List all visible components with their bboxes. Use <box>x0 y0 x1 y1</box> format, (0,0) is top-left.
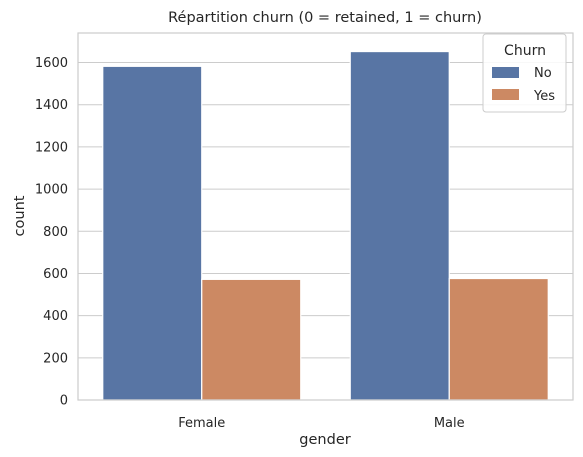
y-tick-label: 200 <box>43 351 68 366</box>
y-tick-label: 1000 <box>35 183 68 198</box>
y-tick-label: 0 <box>60 394 68 409</box>
bars <box>103 52 549 400</box>
y-tick-label: 1400 <box>35 98 68 113</box>
bar-female-yes <box>202 279 301 400</box>
x-axis-label: gender <box>299 432 350 448</box>
legend-swatch-yes <box>492 89 519 100</box>
legend-title: Churn <box>504 43 546 59</box>
legend-swatch-no <box>492 67 519 78</box>
chart-title: Répartition churn (0 = retained, 1 = chu… <box>168 10 482 26</box>
y-axis-label: count <box>12 195 28 236</box>
y-tick-label: 1200 <box>35 140 68 155</box>
x-tick-label: Male <box>434 416 465 431</box>
y-tick-label: 1600 <box>35 56 68 71</box>
bar-female-no <box>103 66 202 400</box>
y-tick-label: 400 <box>43 309 68 324</box>
legend: Churn No Yes <box>483 34 566 112</box>
y-tick-labels: 0 200 400 600 800 1000 1200 1400 1600 <box>35 56 68 408</box>
legend-label-yes: Yes <box>533 89 555 104</box>
y-tick-label: 600 <box>43 267 68 282</box>
bar-male-no <box>350 52 449 400</box>
bar-male-yes <box>449 279 548 400</box>
y-tick-label: 800 <box>43 225 68 240</box>
x-tick-labels: Female Male <box>178 416 464 431</box>
x-tick-label: Female <box>178 416 225 431</box>
legend-label-no: No <box>534 66 552 81</box>
